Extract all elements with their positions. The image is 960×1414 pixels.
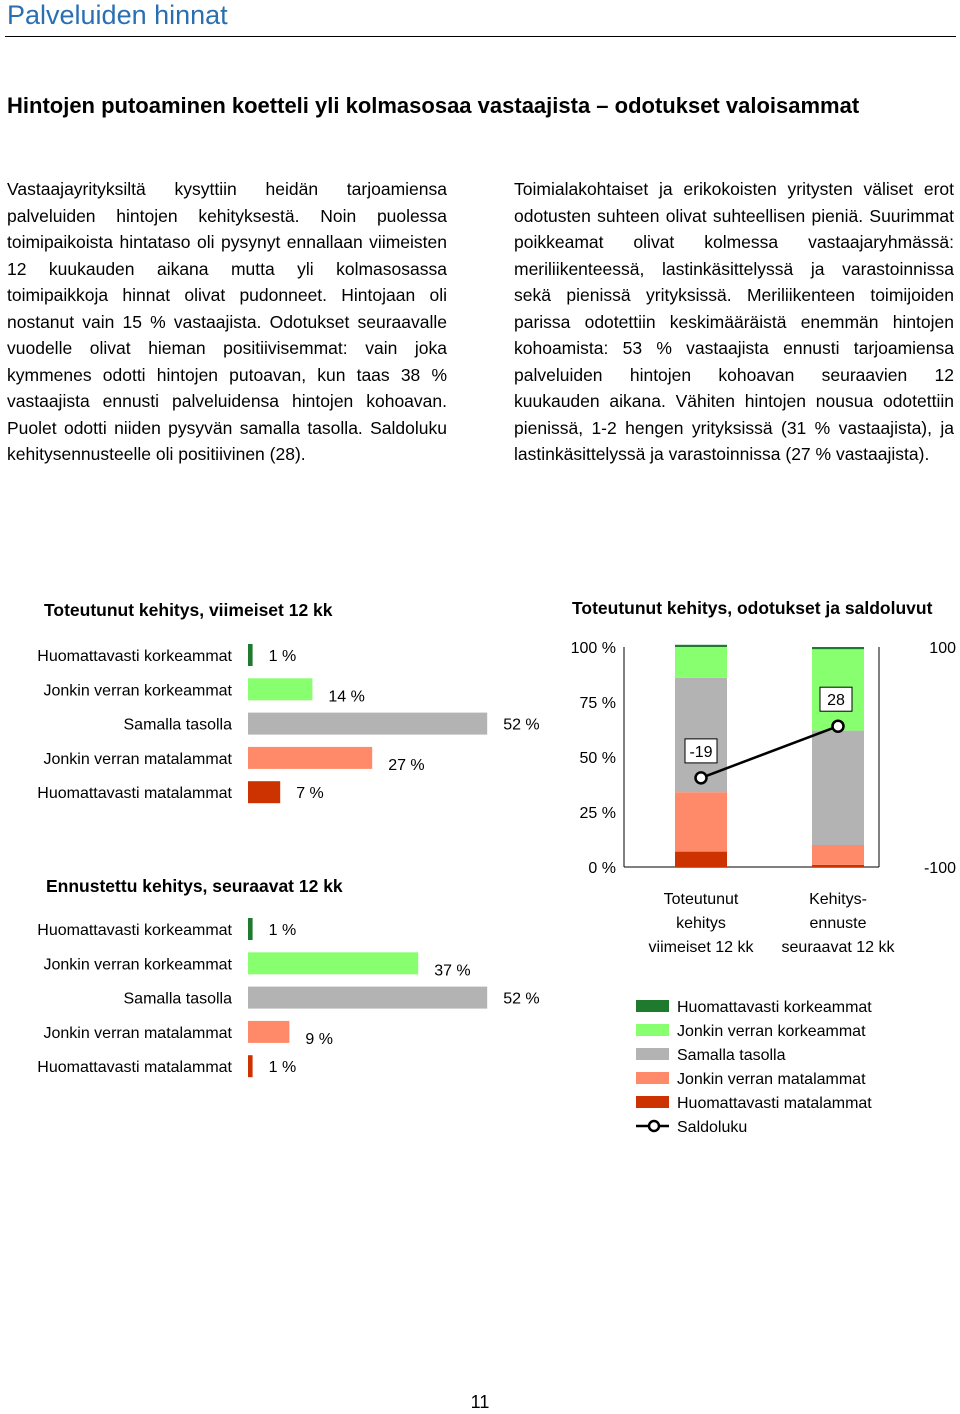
chart3-legend-swatch [636,1072,669,1084]
chart1-bar [248,781,281,804]
chart1-value-label: 1 % [269,648,297,665]
chart3-balance-label: -19 [689,744,712,761]
chart3-y-tick-label: 25 % [580,805,616,822]
chart3-y-tick-label: 50 % [580,750,616,767]
headline: Hintojen putoaminen koetteli yli kolmaso… [7,93,860,118]
chart3-legend-swatch [636,1096,669,1108]
chart2-category-label: Samalla tasolla [124,991,233,1008]
chart3-category-label: Kehitys- [809,891,867,908]
chart2-title: Ennustettu kehitys, seuraavat 12 kk [46,876,343,896]
chart2-category-label: Huomattavasti matalammat [37,1059,232,1076]
chart3-legend-label: Jonkin verran matalammat [677,1071,866,1088]
chart3-balance-line [700,725,839,780]
chart2-bar [248,986,488,1009]
chart2-bar [248,1020,290,1043]
chart2-value-label: 1 % [269,922,297,939]
chart2-bar [248,918,253,940]
chart3-title: Toteutunut kehitys, odotukset ja saldolu… [572,598,933,618]
chart2-value-label: 37 % [434,962,470,979]
chart1-value-label: 52 % [503,717,539,734]
chart2-bar [248,1055,253,1078]
chart2-category-label: Huomattavasti korkeammat [37,922,232,939]
chart3-bar-segment [675,644,727,647]
chart3-balance-label: 28 [827,692,845,709]
body-right-column: Toimialakohtaiset ja erikokoisten yritys… [514,179,954,464]
chart3-legend-label: Jonkin verran korkeammat [677,1023,866,1040]
chart3-legend-label: Samalla tasolla [677,1047,786,1064]
chart2-value-label: 52 % [503,991,539,1008]
chart3-category-label: ennuste [810,915,867,932]
chart1-value-label: 14 % [328,688,364,705]
chart1-hbar: Huomattavasti korkeammat 1 % Jonkin verran… [37,644,540,804]
chart2-value-label: 1 % [269,1059,297,1076]
chart3-category-label: Toteutunut [664,891,739,908]
section-divider [5,36,956,37]
chart3-stacked: 0 % 25 % 50 % 75 % 100 % -100 100 Toteutunut keh… [571,640,956,1136]
chart1-value-label: 27 % [388,757,424,774]
chart2-category-label: Jonkin verran matalammat [43,1025,232,1042]
chart3-category-label: seuraavat 12 kk [782,939,896,956]
chart3-y-tick-label: 100 % [571,640,616,657]
chart2-value-label: 9 % [305,1031,333,1048]
chart1-category-label: Samalla tasolla [124,717,233,734]
chart3-category-label: viimeiset 12 kk [649,939,755,956]
chart1-bar [248,712,488,735]
section-title: Palveluiden hinnat [7,0,228,30]
chart3-category-label: kehitys [676,915,726,932]
chart3-bar-segment [812,730,864,845]
chart3-legend-marker [647,1119,661,1133]
chart1-category-label: Huomattavasti korkeammat [37,648,232,665]
chart3-legend-label: Huomattavasti korkeammat [677,999,872,1016]
chart3-balance-label-box [819,686,853,712]
chart2-category-label: Jonkin verran korkeammat [43,956,232,973]
chart3-bar-segment [812,845,864,865]
chart3-legend-label: Huomattavasti matalammat [677,1095,872,1112]
chart1-category-label: Jonkin verran korkeammat [43,682,232,699]
chart1-title: Toteutunut kehitys, viimeiset 12 kk [44,600,333,620]
chart3-balance-marker [694,771,708,785]
chart3-bar-segment [675,792,727,852]
chart1-category-label: Huomattavasti matalammat [37,785,232,802]
chart3-balance-label-box [684,738,718,764]
chart3-y2-tick-label: -100 [924,860,956,877]
chart3-y-tick-label: 0 % [588,860,616,877]
chart3-bar-segment [675,647,727,678]
chart3-balance-marker [831,719,845,733]
chart3-bar-segment [812,864,864,867]
chart3-legend-swatch [636,1048,669,1060]
chart1-bar [248,644,253,666]
body-left-column: Vastaajayrityksiltä kysyttiin heidän tar… [7,179,447,464]
chart3-y-tick-label: 75 % [580,695,616,712]
chart1-bar [248,746,373,769]
chart3-legend-swatch [636,1000,669,1012]
chart1-bar [248,678,313,701]
chart1-category-label: Jonkin verran matalammat [43,751,232,768]
chart1-value-label: 7 % [296,785,324,802]
chart2-hbar: Huomattavasti korkeammat 1 % Jonkin verran… [37,918,540,1078]
chart2-bar [248,952,419,975]
chart3-bar-segment [675,851,727,867]
chart3-legend-swatch [636,1024,669,1036]
chart3-legend-label: Saldoluku [677,1119,747,1136]
chart3-y2-tick-label: 100 [929,640,956,657]
page-number: 11 [470,1392,490,1412]
chart3-bar-segment [812,647,864,650]
